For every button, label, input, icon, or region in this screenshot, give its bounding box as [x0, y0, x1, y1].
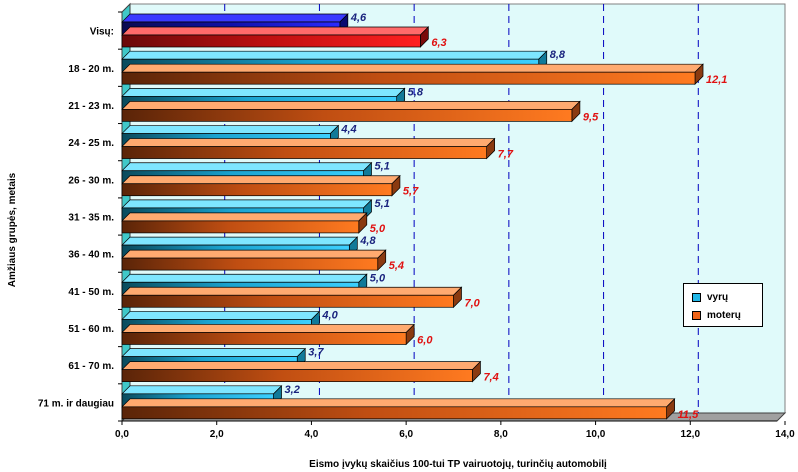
category-label: 18 - 20 m.	[68, 64, 114, 75]
value-label-moteru: 7,0	[465, 297, 481, 309]
bar-front-face	[121, 332, 407, 345]
bar-moteru	[121, 26, 430, 48]
value-label-moteru: 5,7	[403, 186, 419, 198]
value-label-vyru: 4,8	[359, 235, 376, 247]
x-tick-label: 6,0	[399, 429, 413, 440]
value-label-moteru: 6,3	[431, 37, 446, 49]
bar-moteru	[121, 174, 401, 197]
bar-top-face	[121, 26, 430, 36]
x-tick-label: 0,0	[115, 429, 129, 440]
value-label-moteru: 12,1	[706, 74, 727, 86]
category-label: 31 - 35 m.	[68, 213, 114, 224]
value-label-vyru: 4,4	[340, 124, 356, 136]
bar-top-face	[121, 273, 368, 283]
bar-top-face	[121, 249, 387, 259]
x-tick-label: 4,0	[304, 429, 318, 440]
bar-front-face	[121, 71, 696, 85]
bar-top-face	[121, 125, 340, 134]
legend: vyrų moterų	[683, 283, 763, 327]
value-label-vyru: 5,1	[375, 161, 390, 173]
bar-top-face	[121, 348, 307, 357]
bar-top-face	[121, 199, 373, 209]
bar-top-face	[121, 361, 482, 370]
legend-label-moteru: moterų	[707, 310, 741, 321]
value-label-vyru: 5,0	[370, 272, 386, 284]
value-label-moteru: 7,7	[498, 149, 514, 161]
bar-top-face	[121, 385, 283, 395]
x-axis-title: Eismo įvykų skaičius 100-tui TP vairuoto…	[309, 459, 607, 470]
labels: 0,0 2,0 4,0 6,0 8,0 10,0 12,0 14,0 Visų: 4,6 6,3 18…	[38, 12, 795, 440]
value-label-vyru: 4,6	[350, 12, 367, 24]
value-label-vyru: 5,1	[375, 198, 390, 210]
bar-top-face	[121, 398, 676, 408]
legend-label-vyru: vyrų	[707, 292, 729, 303]
bar-moteru	[121, 137, 496, 160]
legend-item-vyru: vyrų	[692, 292, 728, 303]
category-label: 51 - 60 m.	[68, 324, 114, 335]
x-tick-label: 8,0	[494, 429, 508, 440]
bar-top-face	[121, 138, 496, 147]
bar-moteru	[121, 286, 463, 309]
x-tick-label: 10,0	[586, 429, 606, 440]
category-label: 21 - 23 m.	[68, 101, 114, 112]
bar-moteru	[121, 323, 415, 346]
bar-moteru	[121, 397, 676, 420]
y-axis-title: Amžiaus grupės, metais	[7, 172, 18, 287]
bar-front-face	[121, 220, 360, 234]
bar-top-face	[121, 162, 373, 172]
legend-swatch-moteru	[692, 311, 701, 320]
value-label-moteru: 11,5	[678, 409, 699, 421]
bar-top-face	[121, 324, 415, 333]
category-label: 36 - 40 m.	[68, 250, 114, 261]
category-label: 24 - 25 m.	[68, 138, 114, 149]
bar-front-face	[121, 257, 379, 271]
value-label-moteru: 7,4	[483, 372, 498, 384]
value-label-vyru: 5,8	[408, 86, 424, 98]
category-label: 61 - 70 m.	[68, 361, 114, 372]
bar-front-face	[121, 294, 454, 308]
bar-front-face	[121, 146, 487, 159]
bar-moteru	[121, 63, 704, 86]
value-label-vyru: 4,0	[321, 309, 338, 321]
bar-top-face	[121, 88, 406, 97]
value-label-moteru: 9,5	[583, 111, 599, 123]
x-tick-label: 14,0	[775, 429, 795, 440]
bar-top-face	[121, 63, 704, 73]
bar-vyru	[121, 384, 283, 407]
value-label-vyru: 3,7	[308, 347, 324, 359]
bar-moteru	[121, 212, 368, 234]
legend-item-moteru: moterų	[692, 310, 741, 321]
x-tick-label: 2,0	[210, 429, 224, 440]
bar-top-face	[121, 311, 321, 320]
legend-swatch-vyru	[692, 293, 701, 302]
bar-top-face	[121, 13, 349, 23]
bar-top-face	[121, 236, 359, 246]
value-label-moteru: 6,0	[417, 334, 433, 346]
bar-top-face	[121, 101, 581, 110]
bar-moteru	[121, 100, 581, 123]
bar-top-face	[121, 50, 548, 60]
bars	[121, 13, 704, 420]
bar-front-face	[121, 369, 473, 382]
bar-top-face	[121, 175, 401, 185]
bar-front-face	[121, 34, 421, 48]
value-label-moteru: 5,4	[389, 260, 404, 272]
value-label-vyru: 8,8	[550, 49, 566, 61]
category-label: 41 - 50 m.	[68, 287, 114, 298]
x-tick-label: 12,0	[681, 429, 701, 440]
bar-moteru	[121, 249, 387, 271]
category-label: 71 m. ir daugiau	[38, 398, 114, 409]
category-label: Visų:	[90, 27, 114, 38]
value-label-vyru: 3,2	[285, 384, 300, 396]
bar-front-face	[121, 109, 573, 122]
bar-moteru	[121, 360, 482, 383]
bar-top-face	[121, 212, 368, 222]
bar-top-face	[121, 286, 463, 296]
value-label-moteru: 5,0	[370, 223, 386, 235]
category-label: 26 - 30 m.	[68, 175, 114, 186]
bar-front-face	[121, 183, 393, 197]
bar-front-face	[121, 406, 667, 420]
